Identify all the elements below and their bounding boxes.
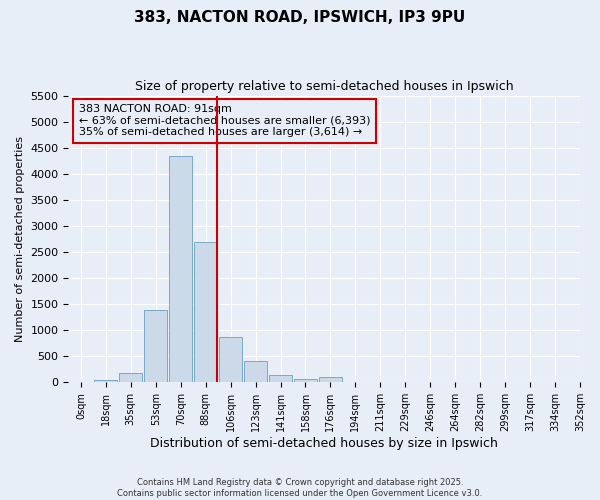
Bar xyxy=(169,156,192,382)
Bar xyxy=(269,374,292,382)
X-axis label: Distribution of semi-detached houses by size in Ipswich: Distribution of semi-detached houses by … xyxy=(150,437,498,450)
Bar xyxy=(294,379,317,382)
Y-axis label: Number of semi-detached properties: Number of semi-detached properties xyxy=(15,136,25,342)
Title: Size of property relative to semi-detached houses in Ipswich: Size of property relative to semi-detach… xyxy=(135,80,514,93)
Bar xyxy=(94,380,118,382)
Text: 383, NACTON ROAD, IPSWICH, IP3 9PU: 383, NACTON ROAD, IPSWICH, IP3 9PU xyxy=(134,10,466,25)
Bar xyxy=(144,310,167,382)
Bar xyxy=(219,337,242,382)
Bar xyxy=(119,373,142,382)
Bar xyxy=(244,362,267,382)
Text: Contains HM Land Registry data © Crown copyright and database right 2025.
Contai: Contains HM Land Registry data © Crown c… xyxy=(118,478,482,498)
Text: 383 NACTON ROAD: 91sqm
← 63% of semi-detached houses are smaller (6,393)
35% of : 383 NACTON ROAD: 91sqm ← 63% of semi-det… xyxy=(79,104,370,138)
Bar xyxy=(319,377,342,382)
Bar xyxy=(194,242,217,382)
